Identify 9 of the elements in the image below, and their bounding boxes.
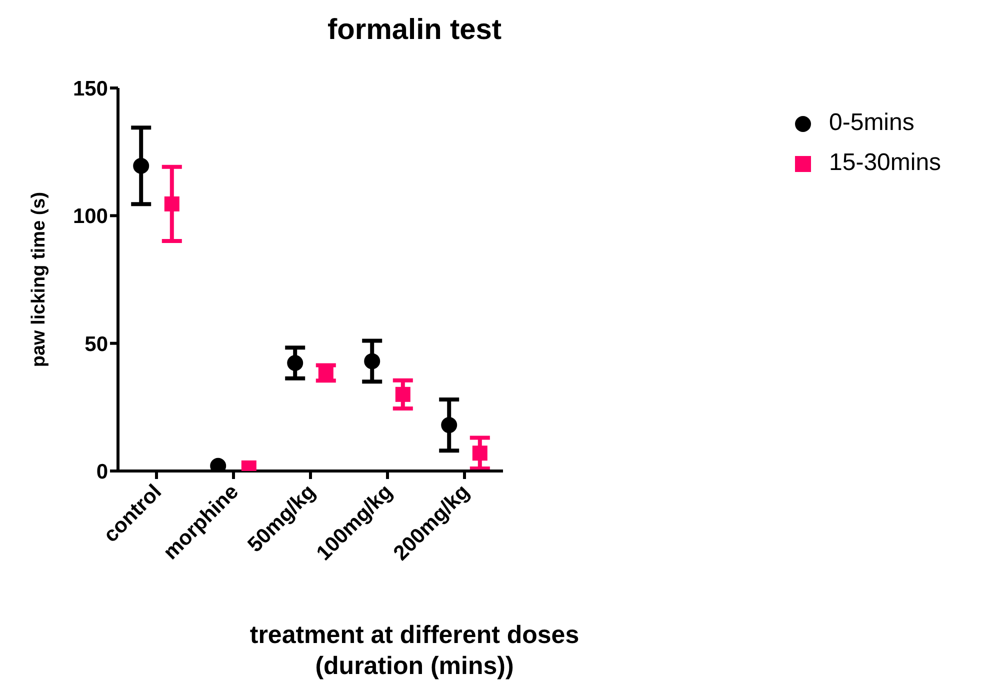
y-tick-label: 100 (72, 205, 108, 228)
y-tick-label: 150 (72, 77, 108, 100)
chart-title: formalin test (326, 14, 503, 47)
x-axis-title: treatment at different doses (duration (mins)) (248, 620, 580, 682)
y-tick-label: 0 (96, 460, 108, 484)
legend-label: 15-30mins (829, 149, 942, 176)
legend-label: 0-5mins (829, 109, 914, 136)
y-axis-title: paw licking time (s) (28, 192, 50, 368)
y-tick-label: 50 (84, 332, 108, 356)
